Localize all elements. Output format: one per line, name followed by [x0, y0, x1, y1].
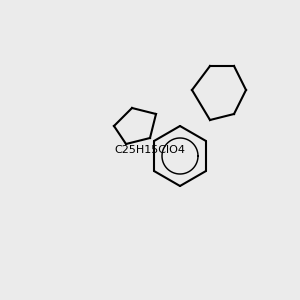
Text: C25H15ClO4: C25H15ClO4	[115, 145, 185, 155]
